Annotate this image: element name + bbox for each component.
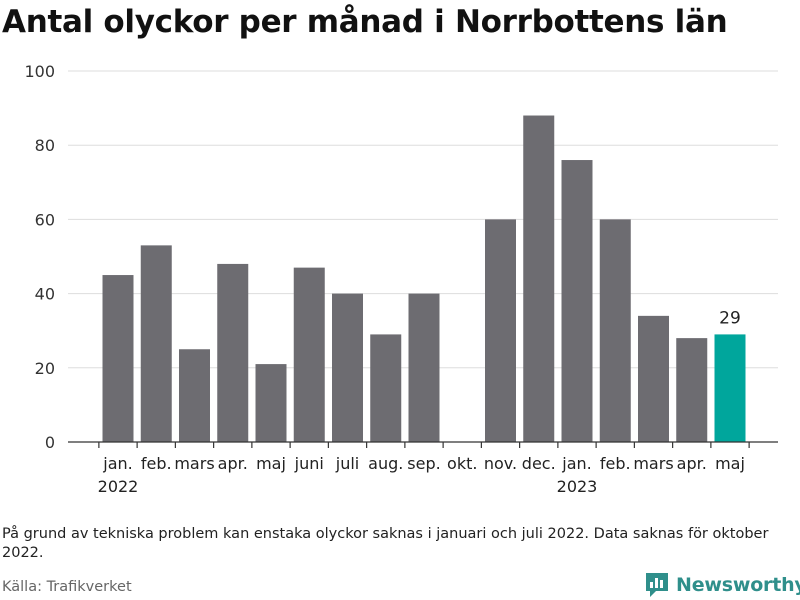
bar <box>140 245 172 442</box>
source-credit: Källa: Trafikverket <box>2 579 132 595</box>
footnote: På grund av tekniska problem kan enstaka… <box>2 526 769 561</box>
bar <box>638 315 669 442</box>
bar <box>179 349 210 442</box>
x-tick-label: jan. <box>561 454 591 473</box>
x-tick-label: feb. <box>600 454 631 473</box>
x-tick-label: maj <box>715 454 745 473</box>
bar <box>255 364 287 442</box>
x-tick-label: nov. <box>484 454 517 473</box>
x-tick-label: dec. <box>522 454 556 473</box>
y-axis-tick-labels: 0 20 40 60 80 100 <box>24 62 55 452</box>
x-tick-label: mars <box>633 454 673 473</box>
bar <box>102 275 134 442</box>
x-tick-label: maj <box>256 454 286 473</box>
x-tick-label: juni <box>294 454 324 473</box>
y-tick-label: 0 <box>45 433 55 452</box>
chart-title: Antal olyckor per månad i Norrbottens lä… <box>2 4 728 40</box>
bar <box>523 115 555 443</box>
bar <box>408 293 440 442</box>
brand-name: Newsworthy <box>676 574 800 596</box>
bar <box>293 267 325 442</box>
x-axis <box>68 441 778 448</box>
x-tick-label: juli <box>335 454 359 473</box>
y-tick-label: 40 <box>35 285 55 304</box>
bar <box>714 334 746 442</box>
year-label: 2023 <box>557 477 598 496</box>
bar <box>217 263 249 442</box>
bar <box>485 219 516 442</box>
y-tick-label: 20 <box>35 359 55 378</box>
x-tick-label: mars <box>174 454 214 473</box>
x-tick-label: sep. <box>407 454 440 473</box>
y-tick-label: 100 <box>24 62 55 81</box>
x-tick-label: jan. <box>102 454 132 473</box>
x-tick-label: apr. <box>677 454 707 473</box>
bar <box>599 219 631 442</box>
data-labels: 29 <box>719 308 741 328</box>
newsworthy-chart-icon <box>646 573 668 597</box>
bar <box>676 338 708 442</box>
x-tick-label: aug. <box>368 454 403 473</box>
newsworthy-logo: Newsworthy <box>644 570 800 600</box>
x-tick-label: feb. <box>141 454 172 473</box>
bar <box>370 334 402 442</box>
y-tick-label: 60 <box>35 210 55 229</box>
x-tick-label: apr. <box>218 454 248 473</box>
bars <box>102 115 746 443</box>
x-tick-label: okt. <box>447 454 477 473</box>
x-axis-tick-labels: jan. feb. mars apr. maj juni juli aug. sep. okt. n… <box>98 454 745 496</box>
y-tick-label: 80 <box>35 136 55 155</box>
bar <box>561 160 593 443</box>
bar <box>332 293 363 442</box>
highlight-value-label: 29 <box>719 308 741 328</box>
year-label: 2022 <box>98 477 139 496</box>
